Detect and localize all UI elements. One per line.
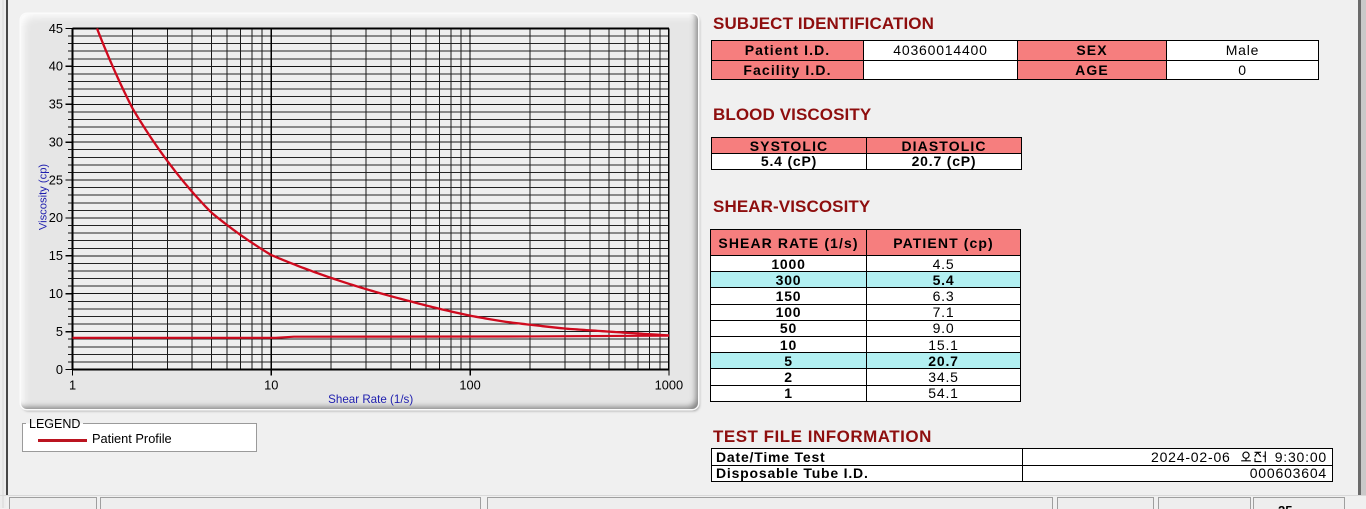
svg-text:5: 5 [56, 324, 63, 339]
svg-text:10: 10 [264, 378, 278, 393]
svg-text:1000: 1000 [655, 378, 683, 393]
svg-text:Shear Rate (1/s): Shear Rate (1/s) [328, 393, 413, 406]
svg-text:1: 1 [69, 378, 76, 393]
svg-text:15: 15 [49, 248, 63, 263]
svg-text:Viscosity (cp): Viscosity (cp) [38, 164, 50, 231]
svg-text:0: 0 [56, 362, 63, 377]
svg-text:40: 40 [49, 59, 63, 74]
svg-text:10: 10 [49, 286, 63, 301]
svg-text:100: 100 [459, 378, 480, 393]
svg-text:30: 30 [49, 134, 63, 149]
svg-text:25: 25 [49, 172, 63, 187]
svg-text:20: 20 [49, 210, 63, 225]
svg-text:35: 35 [49, 97, 63, 112]
svg-text:45: 45 [49, 21, 63, 36]
